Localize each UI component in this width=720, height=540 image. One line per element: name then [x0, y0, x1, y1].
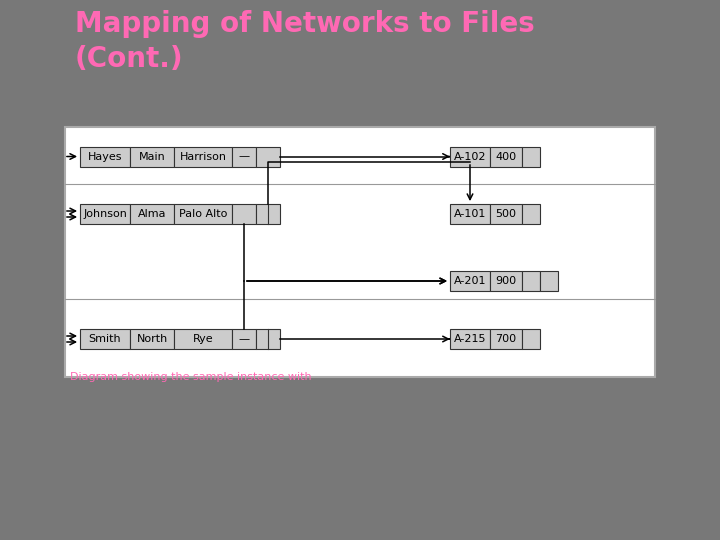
Bar: [256, 146, 280, 166]
Text: Mapping of Networks to Files: Mapping of Networks to Files: [75, 10, 535, 38]
Text: —: —: [238, 334, 250, 344]
Bar: [450, 146, 490, 166]
Text: Diagram showing the sample instance with: Diagram showing the sample instance with: [70, 372, 312, 382]
Bar: [450, 204, 490, 224]
Text: Smith: Smith: [89, 334, 121, 344]
Bar: [450, 329, 490, 349]
Text: 500: 500: [495, 209, 516, 219]
Text: Alma: Alma: [138, 209, 166, 219]
Bar: [80, 146, 130, 166]
Bar: [522, 329, 540, 349]
Text: Johnson: Johnson: [83, 209, 127, 219]
Bar: [232, 204, 256, 224]
Bar: [522, 146, 540, 166]
Bar: [232, 146, 256, 166]
Bar: [490, 271, 522, 291]
Text: A-102: A-102: [454, 152, 486, 161]
Text: A-101: A-101: [454, 209, 486, 219]
Bar: [174, 329, 232, 349]
Bar: [80, 204, 130, 224]
Text: Harrison: Harrison: [179, 152, 227, 161]
Bar: [130, 146, 174, 166]
Bar: [522, 204, 540, 224]
Text: 700: 700: [495, 334, 516, 344]
Bar: [490, 329, 522, 349]
Text: North: North: [136, 334, 168, 344]
Text: —: —: [238, 152, 250, 161]
Bar: [540, 271, 558, 291]
Bar: [174, 146, 232, 166]
Bar: [490, 204, 522, 224]
Bar: [65, 127, 655, 377]
Bar: [490, 146, 522, 166]
Bar: [450, 271, 490, 291]
Text: A-215: A-215: [454, 334, 486, 344]
Bar: [232, 329, 256, 349]
Bar: [522, 271, 540, 291]
Bar: [256, 204, 280, 224]
Bar: [130, 329, 174, 349]
Text: Main: Main: [139, 152, 166, 161]
Text: Palo Alto: Palo Alto: [179, 209, 228, 219]
Bar: [174, 204, 232, 224]
Text: 400: 400: [495, 152, 516, 161]
Text: Rye: Rye: [193, 334, 213, 344]
Bar: [130, 204, 174, 224]
Text: A-201: A-201: [454, 276, 486, 286]
Text: Hayes: Hayes: [88, 152, 122, 161]
Bar: [80, 329, 130, 349]
Text: (Cont.): (Cont.): [75, 45, 184, 73]
Bar: [256, 329, 280, 349]
Text: 900: 900: [495, 276, 516, 286]
